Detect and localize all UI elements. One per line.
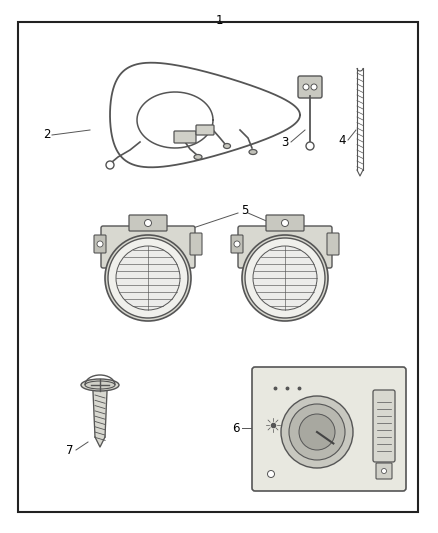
FancyBboxPatch shape (196, 125, 214, 135)
Polygon shape (95, 437, 105, 447)
Ellipse shape (85, 381, 115, 389)
Circle shape (97, 241, 103, 247)
FancyBboxPatch shape (327, 233, 339, 255)
Ellipse shape (194, 155, 202, 159)
Circle shape (299, 414, 335, 450)
Text: 7: 7 (66, 443, 74, 456)
Circle shape (381, 469, 386, 473)
FancyBboxPatch shape (174, 131, 196, 143)
Circle shape (268, 471, 275, 478)
FancyBboxPatch shape (298, 76, 322, 98)
FancyBboxPatch shape (190, 233, 202, 255)
Circle shape (282, 220, 289, 227)
Circle shape (303, 84, 309, 90)
FancyBboxPatch shape (266, 215, 304, 231)
Circle shape (116, 246, 180, 310)
Polygon shape (93, 391, 107, 437)
Circle shape (245, 238, 325, 318)
Text: 5: 5 (241, 204, 249, 216)
Circle shape (281, 396, 353, 468)
Circle shape (289, 404, 345, 460)
Circle shape (106, 161, 114, 169)
FancyBboxPatch shape (129, 215, 167, 231)
Circle shape (253, 246, 317, 310)
Text: 1: 1 (215, 14, 223, 27)
Text: 6: 6 (233, 422, 240, 434)
Circle shape (306, 142, 314, 150)
Circle shape (145, 220, 152, 227)
Circle shape (105, 235, 191, 321)
FancyBboxPatch shape (238, 226, 332, 268)
FancyBboxPatch shape (376, 463, 392, 479)
Ellipse shape (223, 143, 230, 149)
FancyBboxPatch shape (373, 390, 395, 462)
Circle shape (242, 235, 328, 321)
Text: 3: 3 (281, 135, 289, 149)
Text: 4: 4 (338, 133, 346, 147)
Ellipse shape (249, 149, 257, 155)
Circle shape (108, 238, 188, 318)
FancyBboxPatch shape (231, 235, 243, 253)
Circle shape (234, 241, 240, 247)
Ellipse shape (81, 379, 119, 391)
FancyBboxPatch shape (94, 235, 106, 253)
FancyBboxPatch shape (101, 226, 195, 268)
Circle shape (311, 84, 317, 90)
Text: 2: 2 (43, 128, 51, 141)
FancyBboxPatch shape (252, 367, 406, 491)
